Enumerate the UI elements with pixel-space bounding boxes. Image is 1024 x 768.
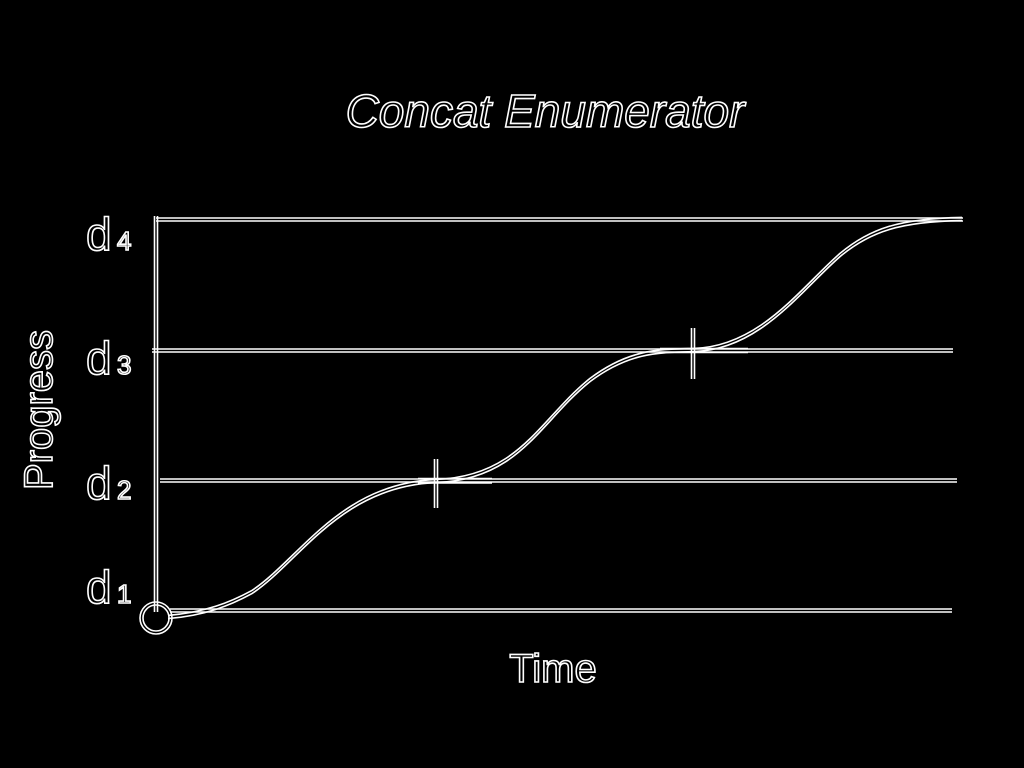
level-label-d3: d 3	[85, 331, 132, 385]
level-label-d2: d 2	[85, 456, 132, 510]
y-axis-line	[153, 216, 159, 612]
level-letter-d2: d	[86, 457, 112, 509]
x-axis-label: Time	[509, 647, 596, 691]
progress-curve	[167, 216, 963, 620]
boundary-marker-d2	[418, 459, 492, 508]
level-letter-d3: d	[86, 332, 112, 384]
diagram-title: Concat Enumerator	[346, 85, 747, 137]
boundary-marker-d3	[660, 328, 748, 379]
level-letter-d1: d	[86, 561, 112, 613]
y-axis-label: Progress	[17, 330, 61, 490]
level-label-d1: d 1	[85, 560, 132, 614]
level-letter-d4: d	[86, 208, 112, 260]
level-sub-d1: 1	[117, 579, 131, 609]
level-line-d3	[152, 348, 953, 353]
level-line-d1	[170, 608, 952, 613]
start-marker-circle	[139, 601, 173, 635]
level-sub-d3: 3	[117, 350, 131, 380]
level-label-d4: d 4	[85, 207, 132, 261]
level-sub-d2: 2	[117, 475, 131, 505]
level-line-d4	[156, 217, 963, 222]
level-sub-d4: 4	[117, 226, 131, 256]
level-line-d2	[160, 478, 957, 483]
